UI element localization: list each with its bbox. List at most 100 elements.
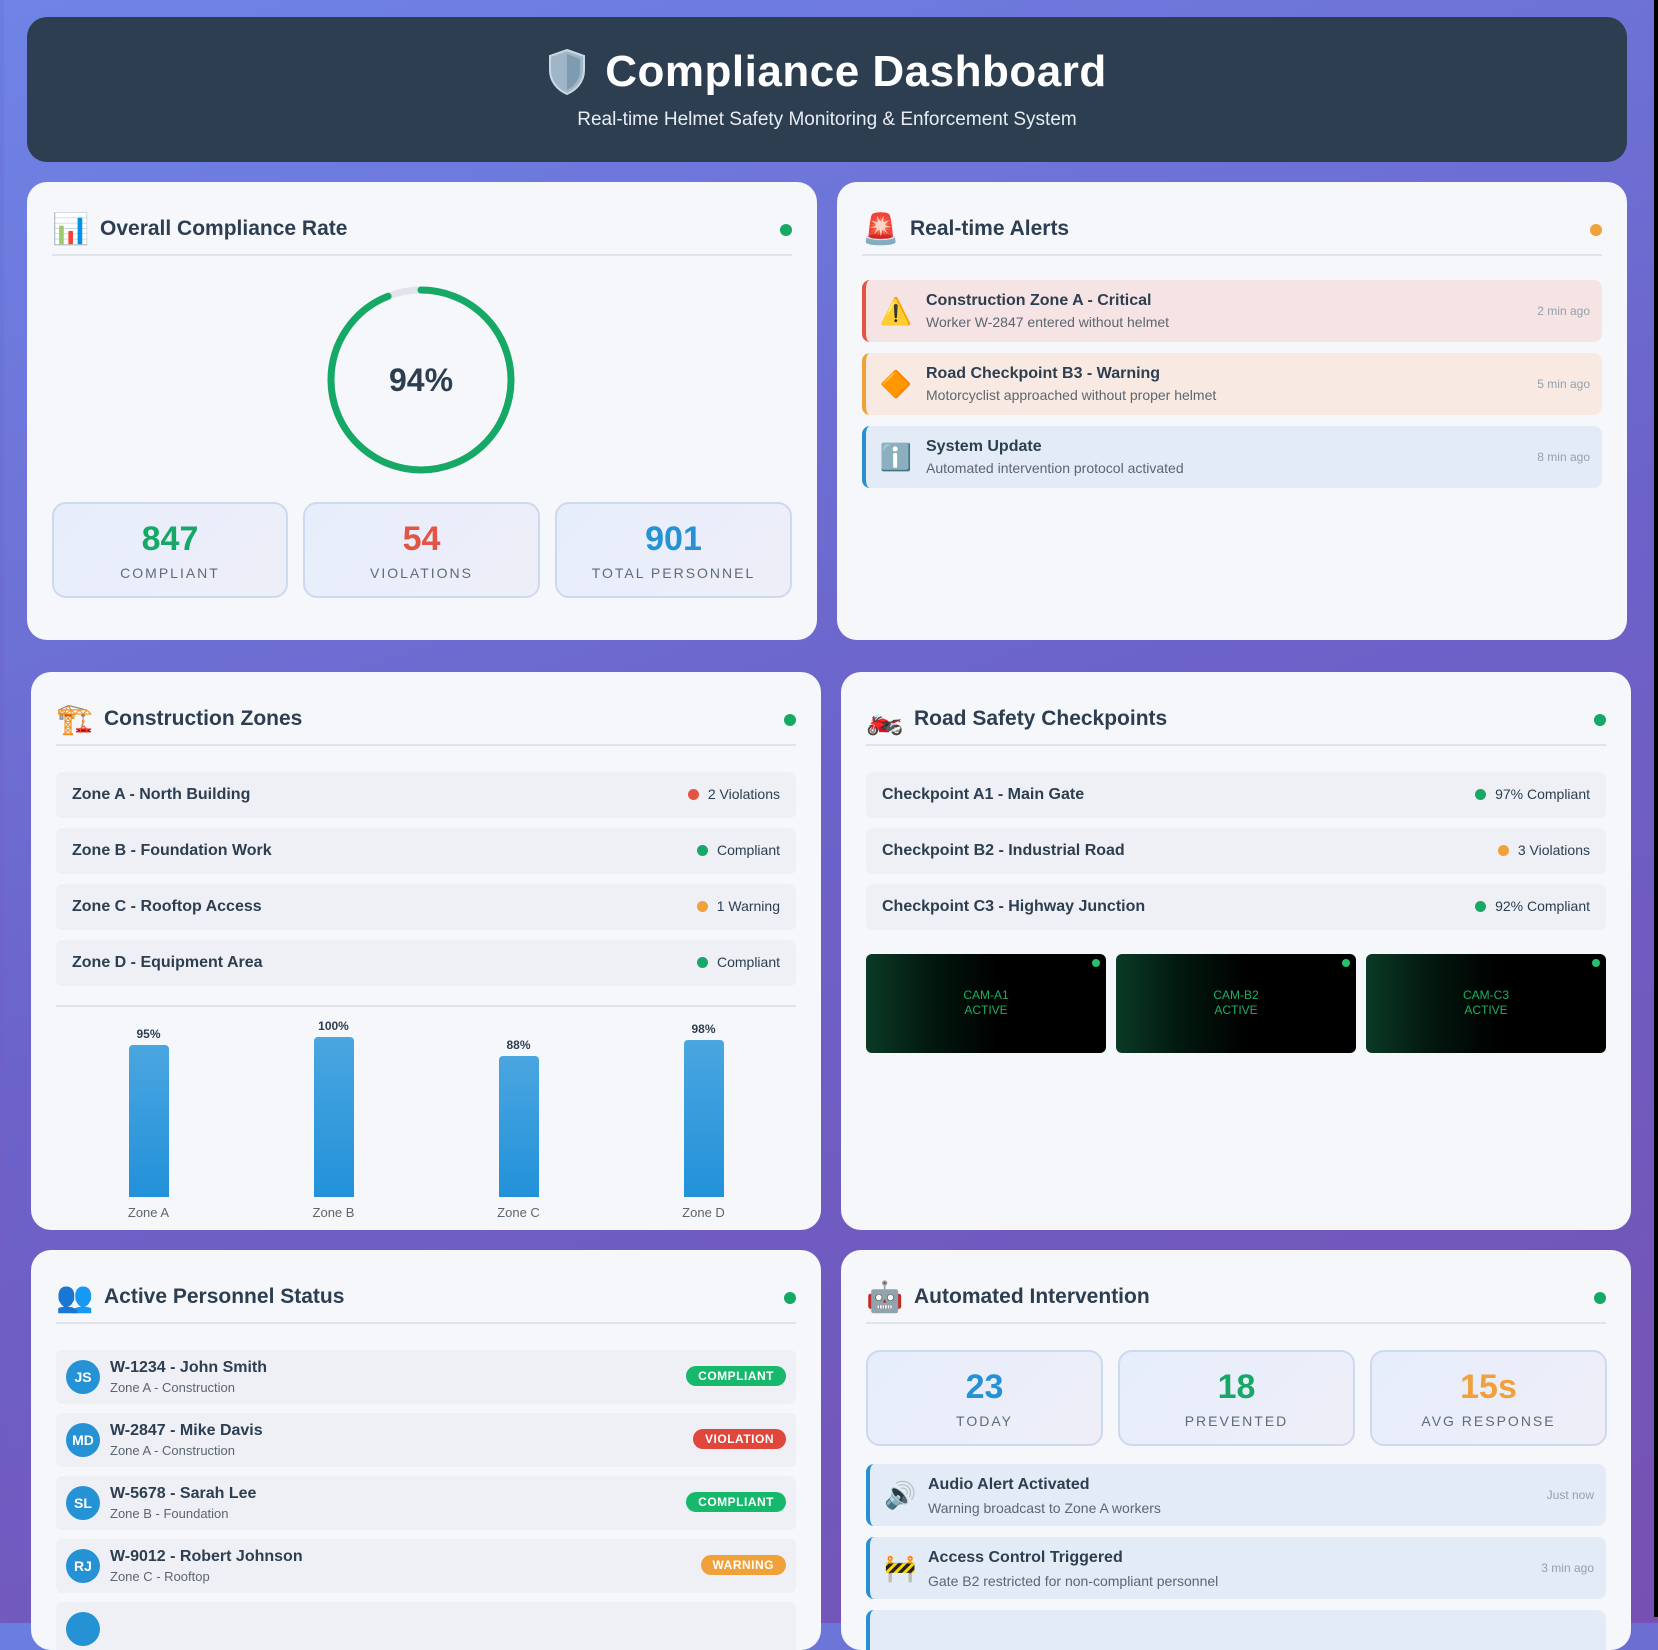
status-dot: [687, 788, 699, 800]
camera-feed-a1[interactable]: CAM-A1 ACTIVE: [866, 954, 1106, 1053]
status-dot: [696, 956, 708, 968]
camera-live-dot: [1342, 959, 1350, 967]
zone-status-text: 2 Violations: [707, 786, 780, 802]
stat-value: 18: [1217, 1368, 1256, 1406]
zone-compliance-chart: 95% Zone A 100% Zone B 88% Zone C 98% Zone D: [56, 1007, 796, 1220]
status-indicator: [1594, 714, 1606, 726]
stat-label: COMPLIANT: [120, 565, 220, 581]
stat-violations: 54 VIOLATIONS: [303, 502, 540, 598]
checkpoint-status: 97% Compliant: [1475, 786, 1590, 802]
personnel-zone: Zone A - Construction: [110, 1380, 236, 1395]
alert-item[interactable]: ℹ️ System Update Automated intervention …: [862, 426, 1602, 488]
alerts-card-title: Real-time Alerts: [910, 217, 1070, 240]
zone-row[interactable]: Zone D - Equipment Area Compliant: [56, 940, 796, 986]
bar-chart-icon: 📊: [52, 212, 90, 246]
personnel-zone: Zone C - Rooftop: [110, 1569, 210, 1584]
personnel-row-partial[interactable]: [56, 1602, 796, 1650]
camera-live-dot: [1592, 959, 1600, 967]
intervention-time: 3 min ago: [1541, 1561, 1594, 1575]
alert-message: Motorcyclist approached without proper h…: [926, 387, 1217, 403]
alert-message: Automated intervention protocol activate…: [926, 460, 1184, 476]
personnel-zone: Zone B - Foundation: [110, 1506, 229, 1521]
intervention-message: Gate B2 restricted for non-compliant per…: [928, 1573, 1219, 1589]
intervention-item-partial[interactable]: [866, 1610, 1606, 1650]
compliance-card-title: Overall Compliance Rate: [100, 217, 348, 240]
compliance-rate-value: 94%: [388, 361, 454, 398]
checkpoints-card: 🏍️ Road Safety Checkpoints Checkpoint A1…: [841, 672, 1631, 1230]
bar-zone-a: [128, 1045, 169, 1197]
alert-title: Construction Zone A - Critical: [926, 292, 1152, 309]
status-badge: COMPLIANT: [686, 1366, 786, 1386]
bar-category-label: Zone A: [127, 1205, 170, 1220]
zone-row[interactable]: Zone B - Foundation Work Compliant: [56, 828, 796, 874]
zone-name: Zone B - Foundation Work: [72, 842, 272, 859]
siren-icon: 🚨: [862, 212, 900, 246]
zone-name: Zone A - North Building: [72, 786, 251, 803]
checkpoints-card-header: 🏍️ Road Safety Checkpoints: [866, 694, 1606, 746]
checkpoint-status-text: 92% Compliant: [1495, 898, 1590, 914]
intervention-title: Access Control Triggered: [928, 1549, 1123, 1566]
checkpoint-name: Checkpoint A1 - Main Gate: [882, 786, 1085, 803]
camera-feed-b2[interactable]: CAM-B2 ACTIVE: [1116, 954, 1356, 1053]
bar-zone-c: [498, 1056, 539, 1197]
status-dot: [1497, 844, 1509, 856]
bar-category-label: Zone D: [682, 1205, 725, 1220]
personnel-row[interactable]: RJ W-9012 - Robert Johnson Zone C - Roof…: [56, 1539, 796, 1593]
alert-title: System Update: [926, 438, 1042, 455]
bar-category-label: Zone B: [312, 1205, 355, 1220]
checkpoint-row[interactable]: Checkpoint C3 - Highway Junction 92% Com…: [866, 884, 1606, 930]
status-dot: [696, 844, 708, 856]
personnel-row[interactable]: SL W-5678 - Sarah Lee Zone B - Foundatio…: [56, 1476, 796, 1530]
compliance-card: 📊 Overall Compliance Rate 94% 847 COMPLI…: [27, 182, 817, 640]
zone-status: 2 Violations: [687, 786, 780, 802]
alert-time: 2 min ago: [1537, 304, 1590, 318]
alerts-card-header: 🚨 Real-time Alerts: [862, 204, 1602, 256]
personnel-row[interactable]: MD W-2847 - Mike Davis Zone A - Construc…: [56, 1413, 796, 1467]
status-indicator: [1594, 1292, 1606, 1304]
shield-icon: [549, 48, 586, 96]
camera-label: CAM-B2 ACTIVE: [1213, 988, 1259, 1017]
chart-divider: [56, 1005, 796, 1007]
intervention-item[interactable]: 🔊 Audio Alert Activated Warning broadcas…: [866, 1464, 1606, 1526]
robot-icon: 🤖: [866, 1280, 904, 1314]
zone-row[interactable]: Zone C - Rooftop Access 1 Warning: [56, 884, 796, 930]
intervention-item[interactable]: 🚧 Access Control Triggered Gate B2 restr…: [866, 1537, 1606, 1599]
warning-icon: ⚠️: [879, 295, 913, 326]
alert-time: 5 min ago: [1537, 377, 1590, 391]
crane-icon: 🏗️: [56, 702, 94, 736]
bar-value-label: 95%: [136, 1027, 161, 1041]
intervention-message: Warning broadcast to Zone A workers: [928, 1500, 1161, 1516]
bar-value-label: 98%: [691, 1022, 716, 1037]
checkpoint-name: Checkpoint B2 - Industrial Road: [882, 842, 1125, 859]
personnel-row[interactable]: JS W-1234 - John Smith Zone A - Construc…: [56, 1350, 796, 1404]
stat-label: AVG RESPONSE: [1421, 1413, 1556, 1429]
zone-row[interactable]: Zone A - North Building 2 Violations: [56, 772, 796, 818]
checkpoint-row[interactable]: Checkpoint A1 - Main Gate 97% Compliant: [866, 772, 1606, 818]
stat-label: VIOLATIONS: [370, 565, 473, 581]
stat-label: PREVENTED: [1184, 1413, 1289, 1429]
zone-status-text: Compliant: [716, 842, 780, 858]
alert-item[interactable]: 🔶 Road Checkpoint B3 - Warning Motorcycl…: [862, 353, 1602, 415]
status-indicator: [784, 714, 796, 726]
checkpoint-row[interactable]: Checkpoint B2 - Industrial Road 3 Violat…: [866, 828, 1606, 874]
intervention-card-header: 🤖 Automated Intervention: [866, 1272, 1606, 1324]
avatar: SL: [66, 1486, 100, 1520]
checkpoints-card-title: Road Safety Checkpoints: [914, 707, 1168, 730]
alert-time: 8 min ago: [1537, 450, 1590, 464]
zone-name: Zone D - Equipment Area: [72, 954, 263, 971]
stat-avg-response: 15s AVG RESPONSE: [1370, 1350, 1607, 1446]
alerts-card: 🚨 Real-time Alerts ⚠️ Construction Zone …: [837, 182, 1627, 640]
stat-total-personnel: 901 TOTAL PERSONNEL: [555, 502, 792, 598]
camera-label: CAM-C3 ACTIVE: [1462, 988, 1509, 1017]
camera-live-dot: [1092, 959, 1100, 967]
camera-feed-c3[interactable]: CAM-C3 ACTIVE: [1366, 954, 1606, 1053]
status-dot: [1475, 788, 1487, 800]
barrier-icon: 🚧: [884, 1553, 917, 1583]
info-icon: ℹ️: [879, 441, 913, 472]
zone-name: Zone C - Rooftop Access: [72, 898, 262, 915]
people-icon: 👥: [56, 1280, 94, 1314]
alert-item[interactable]: ⚠️ Construction Zone A - Critical Worker…: [862, 280, 1602, 342]
bar-category-label: Zone C: [497, 1205, 540, 1220]
speaker-icon: 🔊: [884, 1480, 917, 1510]
stat-label: TOTAL PERSONNEL: [591, 565, 756, 581]
